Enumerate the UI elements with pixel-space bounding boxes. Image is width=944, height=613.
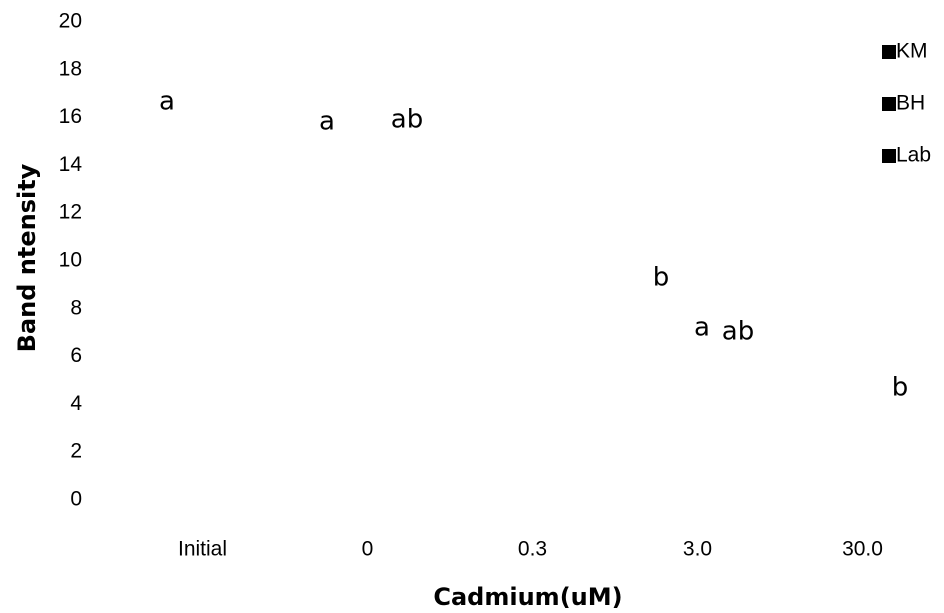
y-tick-label: 20: [59, 10, 82, 33]
y-tick-label: 6: [70, 344, 82, 367]
y-tick-label: 8: [70, 296, 82, 319]
y-tick-label: 10: [59, 249, 82, 272]
annotation: a: [694, 313, 710, 343]
x-tick-label: 0.3: [518, 538, 547, 561]
y-tick-label: 0: [70, 488, 82, 511]
x-tick-label: 30.0: [842, 538, 883, 561]
y-tick-label: 16: [59, 105, 82, 128]
y-tick-label: 18: [59, 57, 82, 80]
x-tick-label: Initial: [178, 538, 227, 561]
y-tick-label: 12: [59, 201, 82, 224]
legend-swatch: [882, 97, 896, 111]
annotation: a: [159, 87, 175, 117]
annotation: b: [653, 263, 670, 293]
legend-swatch: [882, 45, 896, 59]
y-tick-label: 2: [70, 440, 82, 463]
x-tick-label: 0: [362, 538, 374, 561]
annotation: a: [319, 107, 335, 137]
x-tick-label: 3.0: [683, 538, 712, 561]
y-tick-label: 14: [59, 153, 83, 176]
y-tick-label: 4: [70, 392, 82, 415]
legend-label: Lab: [896, 144, 931, 167]
annotation: b: [892, 373, 909, 403]
legend-label: KM: [896, 40, 928, 63]
annotation: ab: [722, 317, 754, 347]
annotation: ab: [391, 105, 423, 135]
legend-swatch: [882, 149, 896, 163]
legend-label: BH: [896, 92, 925, 115]
x-axis-title: Cadmium(uM): [433, 583, 622, 611]
y-axis-title: Band ntensity: [13, 163, 41, 352]
